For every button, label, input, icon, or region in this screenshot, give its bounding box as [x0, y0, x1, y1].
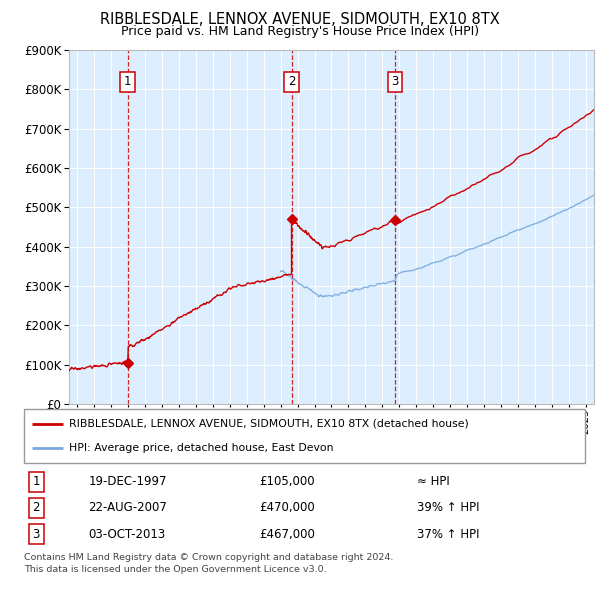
Text: £105,000: £105,000	[260, 476, 315, 489]
Text: 37% ↑ HPI: 37% ↑ HPI	[416, 527, 479, 540]
Text: This data is licensed under the Open Government Licence v3.0.: This data is licensed under the Open Gov…	[24, 565, 326, 574]
Text: 2: 2	[288, 75, 295, 88]
Text: 2: 2	[32, 502, 40, 514]
Text: £470,000: £470,000	[260, 502, 316, 514]
Text: RIBBLESDALE, LENNOX AVENUE, SIDMOUTH, EX10 8TX: RIBBLESDALE, LENNOX AVENUE, SIDMOUTH, EX…	[100, 12, 500, 27]
Text: 22-AUG-2007: 22-AUG-2007	[89, 502, 167, 514]
Text: 39% ↑ HPI: 39% ↑ HPI	[416, 502, 479, 514]
Text: RIBBLESDALE, LENNOX AVENUE, SIDMOUTH, EX10 8TX (detached house): RIBBLESDALE, LENNOX AVENUE, SIDMOUTH, EX…	[69, 418, 469, 428]
Text: 3: 3	[391, 75, 398, 88]
Text: 3: 3	[32, 527, 40, 540]
Text: Contains HM Land Registry data © Crown copyright and database right 2024.: Contains HM Land Registry data © Crown c…	[24, 553, 394, 562]
Text: £467,000: £467,000	[260, 527, 316, 540]
Text: ≈ HPI: ≈ HPI	[416, 476, 449, 489]
Text: 1: 1	[124, 75, 131, 88]
FancyBboxPatch shape	[24, 409, 585, 463]
Text: 19-DEC-1997: 19-DEC-1997	[89, 476, 167, 489]
Text: Price paid vs. HM Land Registry's House Price Index (HPI): Price paid vs. HM Land Registry's House …	[121, 25, 479, 38]
Text: 03-OCT-2013: 03-OCT-2013	[89, 527, 166, 540]
Text: 1: 1	[32, 476, 40, 489]
Text: HPI: Average price, detached house, East Devon: HPI: Average price, detached house, East…	[69, 444, 334, 454]
